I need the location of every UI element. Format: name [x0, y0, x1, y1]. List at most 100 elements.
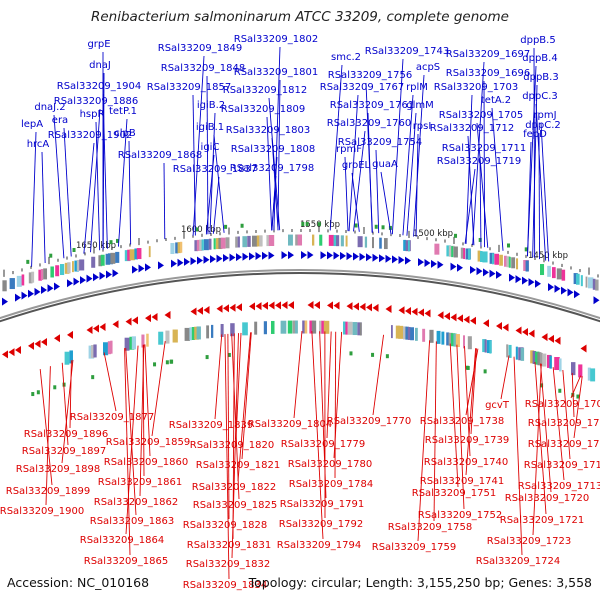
- reverse-feature-block: [587, 367, 591, 381]
- reverse-feature-block: [220, 323, 224, 337]
- reverse-feature-block: [359, 322, 362, 336]
- forward-feature-block: [516, 258, 519, 270]
- reverse-connector: [573, 376, 583, 439]
- reverse-feature-block: [263, 321, 267, 335]
- reverse-connector: [465, 348, 477, 476]
- forward-gene-arrow: [528, 278, 535, 287]
- forward-gene-arrow: [476, 267, 483, 276]
- forward-feature-block: [595, 279, 599, 291]
- gc-marker: [91, 375, 95, 380]
- reverse-connector: [231, 333, 240, 500]
- reverse-feature-block: [539, 352, 543, 366]
- reverse-gene-label: RSal33209_1864: [80, 535, 164, 546]
- reverse-gene-label: RSal33209_1791: [280, 499, 364, 510]
- forward-connector: [273, 46, 281, 231]
- forward-feature-block: [38, 269, 42, 281]
- reverse-feature-block: [448, 332, 453, 346]
- forward-gene-label: rplM: [406, 82, 428, 93]
- forward-gene-arrow: [489, 269, 496, 278]
- forward-gene-arrow: [509, 273, 515, 282]
- reverse-connector: [540, 363, 552, 493]
- forward-gene-arrow: [398, 255, 405, 264]
- reverse-feature-block: [323, 320, 330, 334]
- reverse-gene-label: RSal33209_1741: [420, 476, 504, 487]
- forward-gene-label: tetP.1: [109, 106, 137, 117]
- forward-feature-block: [489, 252, 495, 264]
- forward-gene-arrow: [268, 251, 275, 260]
- forward-connector: [83, 142, 95, 254]
- forward-gene-label: guaA: [372, 159, 398, 170]
- reverse-connector: [293, 330, 303, 419]
- forward-gene-label: RSal33209_1754: [338, 137, 422, 148]
- forward-gene-arrow: [80, 276, 86, 285]
- forward-gene-arrow: [106, 270, 112, 279]
- forward-feature-block: [235, 236, 238, 248]
- reverse-connector: [372, 334, 385, 416]
- gc-marker: [558, 388, 562, 393]
- reverse-feature-block: [280, 320, 287, 334]
- reverse-connector: [103, 352, 117, 412]
- forward-gene-label: dppB.4: [522, 53, 557, 64]
- reverse-connector: [61, 362, 69, 446]
- gc-marker: [381, 225, 385, 230]
- reverse-connector: [532, 363, 542, 536]
- gc-marker: [205, 355, 209, 360]
- feature-blocks: [2, 222, 599, 399]
- reverse-feature-block: [441, 331, 445, 345]
- reverse-feature-block: [165, 330, 170, 344]
- forward-feature-block: [136, 248, 142, 260]
- reverse-feature-block: [206, 325, 210, 339]
- reverse-gene-arrow: [262, 301, 268, 310]
- forward-gene-arrow: [567, 288, 574, 297]
- forward-gene-label: RSal33209_1767: [320, 82, 404, 93]
- forward-feature-block: [9, 278, 15, 290]
- forward-gene-label: dppB.5: [520, 35, 555, 46]
- forward-feature-block: [204, 239, 209, 251]
- reverse-gene-label: RSal33209_1900: [0, 506, 84, 517]
- reverse-feature-block: [398, 325, 404, 339]
- reverse-gene-arrow: [450, 313, 457, 322]
- reverse-feature-block: [91, 345, 95, 359]
- reverse-feature-block: [530, 350, 535, 364]
- forward-feature-block: [213, 238, 216, 250]
- forward-gene-label: igiC: [201, 142, 220, 153]
- forward-gene-label: RSal33209_1760: [327, 118, 411, 129]
- forward-connector: [90, 108, 101, 253]
- forward-feature-block: [499, 254, 503, 266]
- forward-gene-arrow: [15, 293, 21, 302]
- forward-gene-arrow: [132, 265, 138, 274]
- forward-feature-block: [127, 249, 131, 261]
- reverse-feature-block: [352, 322, 358, 336]
- forward-gene-label: groEL: [342, 160, 371, 171]
- reverse-gene-arrow: [8, 348, 15, 357]
- reverse-connector: [470, 348, 477, 435]
- forward-feature-block: [60, 264, 65, 276]
- forward-gene-arrow: [554, 284, 561, 293]
- forward-gene-label: glmM: [406, 100, 434, 111]
- forward-connector: [533, 47, 536, 258]
- forward-connector: [163, 162, 166, 240]
- reverse-gene-arrow: [366, 303, 372, 312]
- forward-gene-arrow: [437, 260, 444, 269]
- reverse-gene-arrow: [288, 301, 294, 310]
- forward-gene-arrow: [73, 277, 80, 286]
- reverse-feature-block: [93, 344, 97, 358]
- forward-feature-block: [252, 235, 258, 247]
- forward-gene-arrow: [28, 289, 34, 298]
- reverse-gene-label: RSal33209_1724: [476, 556, 560, 567]
- forward-gene-label: era: [52, 115, 68, 126]
- forward-gene-label: RSal33209_1743: [365, 46, 449, 57]
- forward-feature-block: [105, 253, 110, 265]
- gc-marker: [240, 223, 244, 228]
- forward-connector: [353, 130, 366, 232]
- reverse-connector: [241, 332, 252, 460]
- reverse-gene-arrow: [268, 301, 275, 310]
- reverse-gene-label: RSal33209_1899: [6, 486, 90, 497]
- forward-gene-arrow: [561, 286, 567, 295]
- forward-gene-label: RSal33209_1837: [173, 164, 257, 175]
- gc-marker: [165, 360, 169, 365]
- forward-feature-block: [477, 250, 481, 262]
- forward-gene-arrow: [171, 259, 177, 268]
- backbone-inner: [0, 272, 600, 323]
